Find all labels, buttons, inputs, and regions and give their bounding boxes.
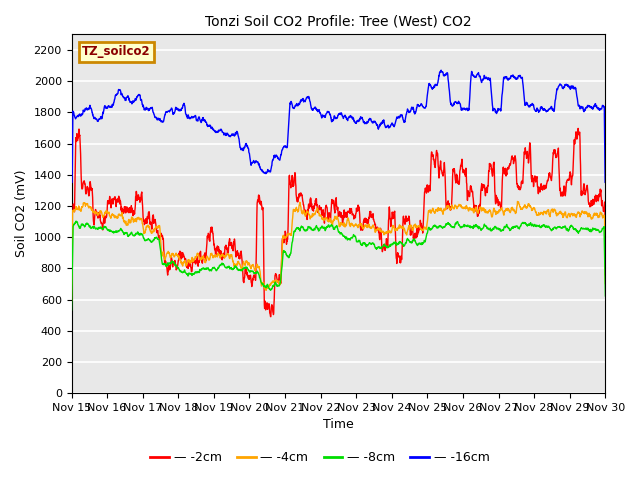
Title: Tonzi Soil CO2 Profile: Tree (West) CO2: Tonzi Soil CO2 Profile: Tree (West) CO2 — [205, 15, 472, 29]
Text: TZ_soilco2: TZ_soilco2 — [82, 45, 151, 58]
Y-axis label: Soil CO2 (mV): Soil CO2 (mV) — [15, 170, 28, 257]
X-axis label: Time: Time — [323, 419, 354, 432]
Legend: — -2cm, — -4cm, — -8cm, — -16cm: — -2cm, — -4cm, — -8cm, — -16cm — [145, 446, 495, 469]
